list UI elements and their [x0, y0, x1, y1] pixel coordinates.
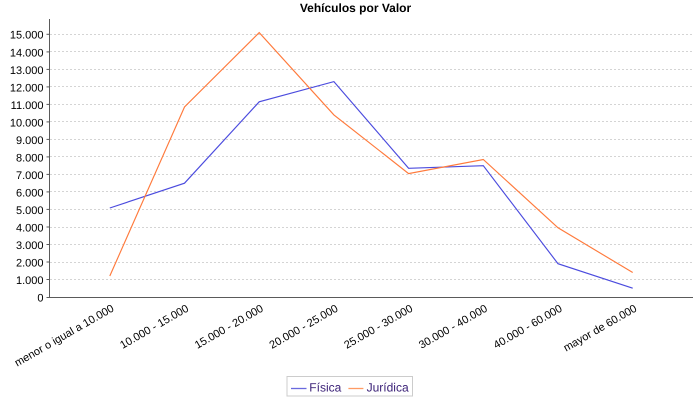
- svg-text:9.000: 9.000: [16, 135, 44, 147]
- svg-text:8.000: 8.000: [16, 152, 44, 164]
- svg-text:3.000: 3.000: [16, 240, 44, 252]
- svg-text:0: 0: [37, 292, 43, 304]
- svg-text:4.000: 4.000: [16, 222, 44, 234]
- svg-text:6.000: 6.000: [16, 187, 44, 199]
- svg-text:5.000: 5.000: [16, 205, 44, 217]
- svg-text:1.000: 1.000: [16, 275, 44, 287]
- svg-text:13.000: 13.000: [10, 65, 44, 77]
- svg-text:12.000: 12.000: [10, 82, 44, 94]
- svg-text:14.000: 14.000: [10, 47, 44, 59]
- svg-text:11.000: 11.000: [11, 100, 44, 112]
- svg-text:7.000: 7.000: [16, 170, 44, 182]
- svg-text:2.000: 2.000: [16, 257, 44, 269]
- svg-text:15.000: 15.000: [10, 30, 44, 42]
- svg-text:Física: Física: [309, 381, 341, 395]
- svg-text:Vehículos por Valor: Vehículos por Valor: [300, 1, 412, 15]
- svg-text:10.000: 10.000: [10, 117, 44, 129]
- svg-text:Jurídica: Jurídica: [367, 381, 409, 395]
